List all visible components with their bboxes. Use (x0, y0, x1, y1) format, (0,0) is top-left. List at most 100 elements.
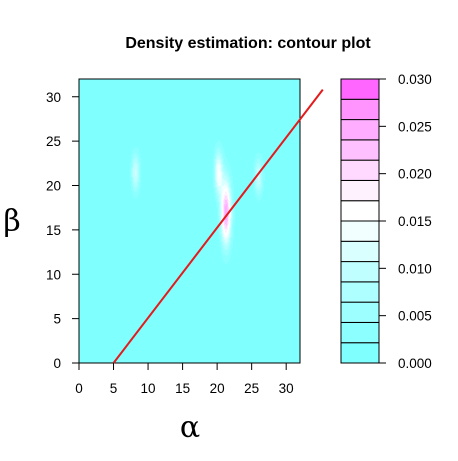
density-cell (231, 229, 233, 232)
density-cell (230, 240, 232, 243)
density-cell (232, 212, 235, 215)
density-cell (260, 186, 262, 189)
density-cell (222, 194, 225, 196)
density-cell (227, 255, 229, 257)
density-cell (259, 181, 261, 184)
density-cell (217, 175, 219, 178)
density-cell (136, 152, 138, 155)
density-cell (137, 162, 140, 165)
density-cell (227, 236, 229, 239)
density-cell (133, 158, 135, 161)
density-cell (221, 157, 224, 159)
density-cell (220, 169, 222, 172)
density-cell (221, 203, 224, 206)
density-cell (138, 186, 141, 189)
colorbar-level (340, 119, 380, 141)
density-cell (220, 175, 222, 178)
density-cell (134, 171, 136, 174)
density-cell (256, 152, 259, 155)
density-cell (255, 176, 258, 179)
density-cell (255, 188, 258, 191)
density-cell (222, 236, 225, 239)
density-cell (223, 247, 226, 250)
density-cell (212, 162, 215, 165)
density-cell (220, 172, 222, 175)
density-cell (216, 178, 218, 181)
density-cell (233, 201, 236, 203)
density-cell (233, 223, 236, 226)
density-cell (133, 168, 135, 171)
density-cell (225, 249, 228, 252)
density-cell (254, 168, 257, 171)
density-cell (136, 184, 138, 186)
density-cell (261, 176, 263, 179)
density-cell (227, 198, 229, 201)
density-cell (220, 157, 222, 159)
density-cell (217, 182, 219, 185)
density-cell (135, 179, 137, 182)
density-cell (221, 189, 224, 192)
density-cell (224, 223, 227, 226)
density-cell (214, 148, 217, 151)
density-cell (229, 215, 231, 218)
density-cell (132, 157, 134, 159)
density-cell (259, 189, 261, 192)
density-cell (260, 158, 262, 161)
density-cell (229, 252, 231, 255)
density-cell (224, 208, 227, 211)
density-cell (138, 152, 141, 155)
density-cell (130, 186, 133, 189)
density-cell (213, 195, 216, 198)
density-cell (224, 158, 227, 161)
density-cell (227, 250, 229, 253)
density-cell (222, 249, 225, 252)
density-cell (219, 175, 221, 178)
density-cell (228, 171, 230, 174)
density-cell (231, 191, 233, 193)
density-cell (212, 165, 215, 168)
density-cell (260, 157, 262, 159)
density-cell (224, 247, 227, 250)
density-cell (261, 182, 263, 185)
density-cell (258, 195, 260, 198)
density-cell (222, 240, 225, 243)
density-cell (216, 189, 218, 192)
colorbar-level (340, 240, 380, 263)
density-cell (218, 189, 220, 192)
density-cell (134, 161, 136, 164)
density-cell (217, 150, 219, 152)
density-cell (222, 164, 225, 167)
density-cell (220, 186, 222, 189)
density-cell (260, 184, 262, 186)
density-cell (262, 189, 264, 192)
density-cell (256, 176, 259, 179)
density-cell (224, 169, 227, 172)
density-cell (228, 165, 230, 168)
density-cell (219, 162, 221, 165)
density-cell (254, 167, 257, 169)
density-cell (227, 235, 229, 238)
density-cell (224, 205, 227, 208)
density-cell (228, 169, 230, 172)
density-cell (223, 162, 226, 165)
density-cell (213, 179, 216, 182)
density-cell (223, 232, 226, 235)
density-cell (219, 154, 221, 157)
density-cell (262, 168, 264, 171)
density-cell (218, 144, 220, 147)
density-cell (229, 219, 231, 222)
density-cell (223, 236, 226, 239)
density-cell (230, 174, 232, 176)
density-cell (133, 151, 135, 154)
density-cell (254, 182, 257, 185)
density-cell (139, 162, 142, 165)
colorbar-tick-label: 0.025 (398, 119, 432, 134)
density-cell (212, 164, 215, 167)
density-cell (223, 246, 226, 249)
density-cell (132, 186, 134, 189)
density-cell (223, 209, 226, 212)
density-cell (213, 186, 216, 189)
density-cell (224, 168, 227, 171)
density-cell (220, 158, 222, 161)
density-cell (134, 175, 136, 178)
